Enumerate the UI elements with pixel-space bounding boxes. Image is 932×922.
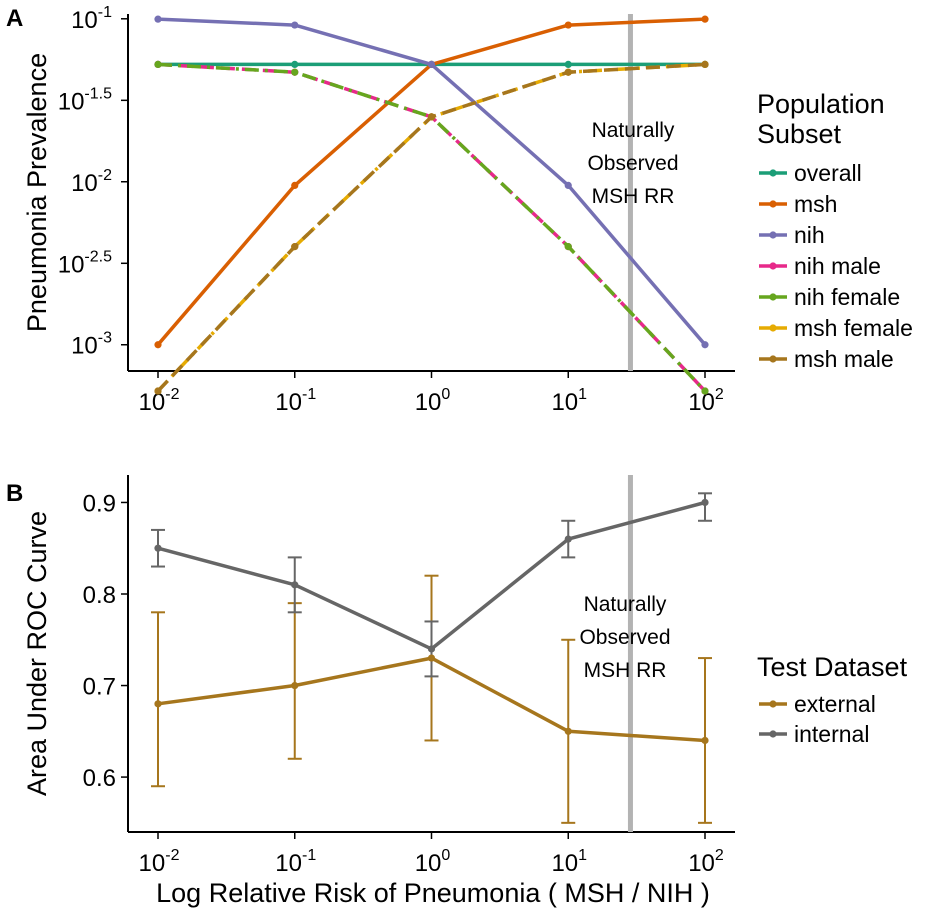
legend-key-point [769, 355, 777, 363]
data-point-msh-male [427, 113, 436, 121]
x-tick-label: 10-1 [275, 386, 316, 416]
annotation-line: Observed [579, 626, 670, 649]
data-point-nih [564, 181, 572, 189]
y-tick-label: 10-3 [71, 330, 112, 360]
legend-key-point [769, 200, 777, 208]
data-point-msh [564, 21, 572, 29]
legend-title: Subset [757, 119, 842, 149]
data-point-msh-male [564, 68, 572, 76]
x-tick-label: 10-2 [139, 847, 180, 877]
data-point-internal [427, 645, 436, 653]
panel-b: 10-2 10-1 100 101 102 0.6 0.7 0.8 0.9 Area Under … [6, 475, 908, 877]
annotation-line: Naturally [592, 119, 675, 142]
annotation-line: Observed [587, 152, 678, 175]
legend-key-point [769, 700, 777, 708]
panel-a: 10-2 10-1 100 101 102 10-3 10-2.5 10-2 10-1.5 10-… [6, 4, 913, 416]
x-tick-label: 102 [688, 386, 724, 416]
legend-key-point [769, 231, 777, 239]
data-point-nih [701, 341, 709, 349]
data-point-nih-female [291, 68, 299, 76]
data-point-nih [291, 21, 299, 29]
legend-entry: msh [794, 191, 837, 217]
data-point-overall [291, 60, 299, 68]
data-point-msh-male [291, 243, 299, 251]
y-tick-label: 0.7 [83, 674, 116, 701]
y-tick-label: 10-1 [71, 4, 112, 34]
legend-title: Test Dataset [757, 652, 908, 682]
data-point-internal [291, 581, 299, 589]
data-point-internal [564, 535, 572, 543]
x-tick-label: 100 [415, 386, 451, 416]
data-point-external [427, 654, 436, 662]
data-point-internal [701, 498, 709, 507]
data-point-external [291, 681, 299, 690]
y-tick-label: 10-2 [71, 167, 112, 197]
legend-entry: msh female [794, 315, 913, 341]
annotation-line: MSH RR [592, 185, 675, 208]
panel-letter: A [6, 5, 23, 32]
data-point-msh [291, 181, 299, 189]
legend-title: Population [757, 89, 885, 119]
data-point-nih [154, 15, 162, 23]
data-point-msh-male [154, 387, 162, 395]
data-point-external [154, 700, 162, 708]
x-tick-label: 102 [688, 847, 724, 877]
legend-key-point [769, 324, 777, 332]
data-point-external [701, 736, 709, 745]
data-point-nih [427, 60, 436, 68]
legend-entry: overall [794, 160, 862, 186]
data-point-msh [701, 15, 709, 23]
data-point-overall [564, 60, 572, 68]
annotation-line: MSH RR [584, 659, 667, 682]
data-point-nih-female [154, 60, 162, 68]
legend-key-point [769, 169, 777, 177]
legend-entry: msh male [794, 346, 894, 372]
legend-entry: nih [794, 222, 825, 248]
y-tick-label: 0.6 [83, 765, 116, 792]
annotation-line: Naturally [584, 593, 667, 616]
legend-entry: external [794, 691, 876, 717]
legend-key-point [769, 262, 777, 270]
x-tick-label: 10-1 [275, 847, 316, 877]
data-point-msh [154, 341, 162, 349]
y-tick-label: 10-1.5 [58, 85, 112, 115]
series-line-nih-female [157, 62, 707, 393]
y-tick-label: 10-2.5 [58, 248, 112, 278]
legend-entry: internal [794, 721, 869, 747]
x-axis-title: Log Relative Risk of Pneumonia ( MSH / N… [156, 878, 710, 908]
y-axis-title: Area Under ROC Curve [22, 511, 52, 796]
data-point-nih-female [564, 243, 572, 251]
y-axis-title: Pneumonia Prevalence [22, 53, 52, 332]
legend-key-point [769, 730, 777, 738]
legend-entry: nih male [794, 253, 881, 279]
legend-entry: nih female [794, 284, 900, 310]
x-tick-label: 101 [551, 386, 587, 416]
x-tick-label: 101 [551, 847, 587, 877]
x-tick-label: 10-2 [139, 386, 180, 416]
legend-key-point [769, 293, 777, 301]
panel-letter: B [6, 480, 23, 507]
x-tick-label: 100 [415, 847, 451, 877]
data-point-msh-male [701, 60, 709, 68]
data-point-internal [154, 544, 162, 552]
data-point-nih-female [701, 387, 709, 395]
data-point-external [564, 727, 572, 735]
y-tick-label: 0.8 [83, 582, 116, 609]
y-tick-label: 0.9 [83, 490, 116, 517]
